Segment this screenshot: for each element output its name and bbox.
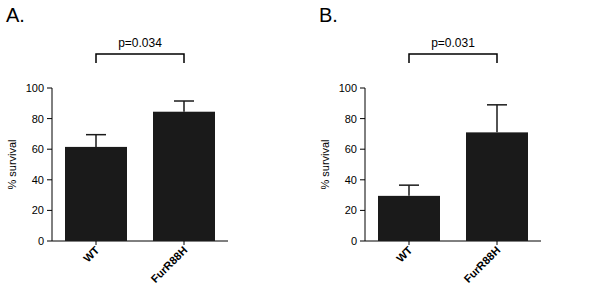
x-tick-label: WT <box>81 244 102 265</box>
error-bar <box>86 135 106 147</box>
x-tick <box>497 241 498 245</box>
bar <box>466 132 528 241</box>
bar <box>65 147 127 241</box>
y-tick <box>47 241 52 242</box>
y-tick <box>360 179 365 180</box>
error-stem <box>183 101 185 112</box>
error-bar <box>487 105 507 133</box>
x-tick <box>96 241 97 245</box>
panel-label: B. <box>319 4 338 26</box>
y-tick-label: 80 <box>345 113 357 125</box>
error-stem <box>408 185 410 196</box>
y-axis <box>52 88 53 241</box>
y-tick <box>47 118 52 119</box>
y-tick-label: 40 <box>345 174 357 186</box>
y-tick <box>360 88 365 89</box>
y-tick-label: 0 <box>351 235 357 247</box>
bars <box>378 105 528 241</box>
figure: A. 0 20 40 60 80 100 % survival WT FurR88H p=0.034… <box>0 0 600 300</box>
y-tick <box>360 118 365 119</box>
p-value: p=0.031 <box>431 36 475 50</box>
y-tick-label: 20 <box>345 204 357 216</box>
y-tick <box>47 88 52 89</box>
y-tick-label: 60 <box>32 143 44 155</box>
y-tick <box>47 149 52 150</box>
x-tick <box>409 241 410 245</box>
y-tick <box>360 210 365 211</box>
y-tick-label: 100 <box>26 82 44 94</box>
y-tick-label: 0 <box>38 235 44 247</box>
error-bar <box>174 101 194 112</box>
y-tick <box>360 241 365 242</box>
error-cap <box>86 134 106 136</box>
x-tick <box>184 241 185 245</box>
y-tick-label: 100 <box>339 82 357 94</box>
y-tick-label: 20 <box>32 204 44 216</box>
y-axis-label: % survival <box>319 139 331 189</box>
y-tick-label: 60 <box>345 143 357 155</box>
error-cap <box>487 104 507 106</box>
x-tick-label: FurR88H <box>149 244 190 285</box>
y-tick <box>47 179 52 180</box>
error-cap <box>174 100 194 102</box>
panel: A. 0 20 40 60 80 100 % survival WT FurR88H p=0.034 <box>6 4 228 285</box>
panel-label: A. <box>6 4 25 26</box>
error-cap <box>399 184 419 186</box>
y-tick <box>47 210 52 211</box>
y-axis <box>365 88 366 241</box>
error-stem <box>496 105 498 133</box>
significance-bracket <box>409 54 497 63</box>
significance-bracket <box>96 54 184 63</box>
error-bar <box>399 185 419 196</box>
y-axis-label: % survival <box>6 139 18 189</box>
y-tick-label: 40 <box>32 174 44 186</box>
figure-svg: A. 0 20 40 60 80 100 % survival WT FurR88H p=0.034… <box>0 0 600 300</box>
panel: B. 0 20 40 60 80 100 % survival WT FurR88H p=0.031 <box>319 4 541 285</box>
bar <box>153 112 215 241</box>
bar <box>378 196 440 241</box>
error-stem <box>95 135 97 147</box>
bars <box>65 101 215 241</box>
y-tick <box>360 149 365 150</box>
y-tick-label: 80 <box>32 113 44 125</box>
x-tick-label: WT <box>394 244 415 265</box>
x-tick-label: FurR88H <box>462 244 503 285</box>
p-value: p=0.034 <box>118 36 162 50</box>
